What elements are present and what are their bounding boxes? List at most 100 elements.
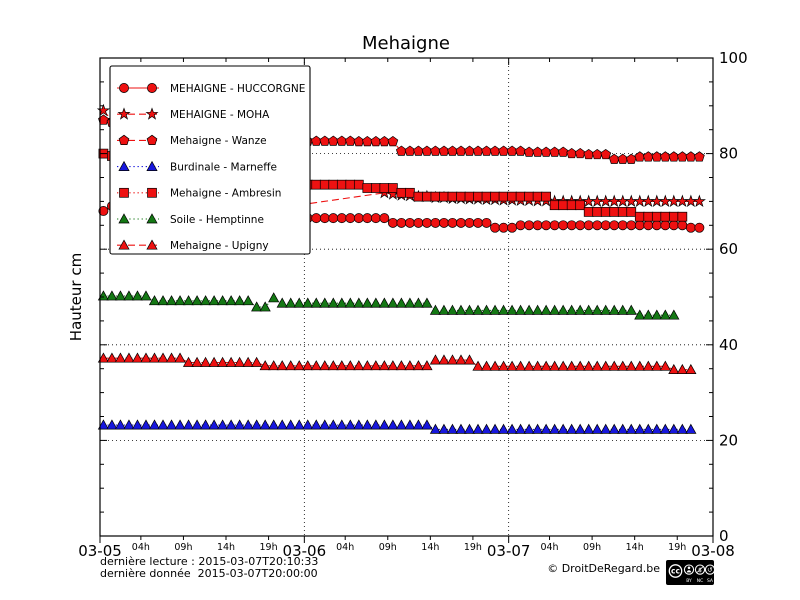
pentagon-marker: [344, 135, 356, 146]
triangle-marker: [157, 419, 169, 430]
svg-text:cc: cc: [671, 567, 680, 576]
triangle-marker: [148, 419, 161, 430]
triangle-marker: [387, 360, 399, 371]
legend-marker-star: [145, 107, 159, 120]
pentagon-marker: [591, 148, 603, 160]
triangle-marker: [157, 295, 169, 306]
square-marker: [558, 200, 569, 211]
triangle-marker: [191, 295, 203, 306]
pentagon-marker: [600, 148, 612, 160]
y-axis-label: Hauteur cm: [67, 253, 85, 341]
triangle-marker: [540, 360, 552, 371]
triangle-marker: [310, 360, 322, 371]
circle-marker: [404, 217, 415, 228]
circle-marker: [541, 220, 552, 231]
square-marker: [319, 179, 330, 190]
triangle-marker: [361, 360, 373, 371]
triangle-marker: [506, 304, 518, 315]
square-marker: [583, 207, 594, 217]
triangle-marker: [429, 354, 442, 365]
cc-sa-icon: ↺ SA: [704, 564, 716, 584]
triangle-marker: [497, 360, 510, 371]
y-tick-label: 40: [719, 336, 738, 354]
triangle-marker: [242, 419, 254, 430]
triangle-marker: [148, 352, 161, 363]
triangle-marker: [97, 419, 110, 430]
square-marker: [651, 211, 662, 222]
data-series: [96, 103, 706, 434]
pentagon-marker: [523, 146, 535, 157]
square-marker: [549, 200, 560, 211]
triangle-marker: [412, 419, 425, 430]
circle-marker: [362, 213, 373, 224]
triangle-marker: [617, 360, 629, 371]
triangle-marker: [463, 423, 476, 434]
triangle-marker: [234, 419, 246, 430]
triangle-marker: [276, 419, 288, 430]
pentagon-marker: [361, 135, 373, 147]
triangle-marker: [540, 423, 552, 434]
triangle-marker: [549, 423, 561, 434]
square-marker: [353, 179, 364, 190]
square-marker: [473, 191, 483, 202]
triangle-marker: [234, 295, 246, 306]
triangle-marker: [472, 304, 484, 315]
triangle-marker: [583, 423, 595, 434]
triangle-marker: [591, 423, 603, 434]
legend-marker-circle: [119, 83, 129, 93]
triangle-marker: [174, 295, 186, 306]
square-marker: [345, 179, 356, 190]
x-tick-label-day: 03-05: [78, 542, 122, 560]
triangle-marker: [404, 419, 416, 430]
square-marker: [464, 191, 475, 202]
triangle-marker: [387, 297, 399, 308]
pentagon-marker: [319, 135, 331, 146]
pentagon-marker: [659, 151, 671, 162]
triangle-marker: [114, 352, 127, 363]
triangle-marker: [642, 360, 654, 371]
pentagon-marker: [642, 151, 654, 162]
triangle-marker: [251, 419, 263, 430]
triangle-marker: [302, 419, 314, 430]
legend-marker-triangle: [146, 239, 158, 250]
triangle-marker: [600, 360, 612, 371]
triangle-marker: [463, 354, 476, 365]
triangle-marker: [583, 304, 595, 315]
triangle-marker: [659, 309, 671, 320]
triangle-marker: [617, 304, 629, 315]
circle-marker: [507, 222, 518, 233]
triangle-marker: [285, 360, 297, 371]
x-tick-label-hour: 19h: [464, 542, 482, 553]
triangle-marker: [625, 423, 637, 434]
star-marker: [641, 194, 655, 207]
triangle-marker: [659, 423, 671, 434]
triangle-marker: [191, 356, 203, 367]
triangle-marker: [404, 360, 416, 371]
triangle-marker: [268, 360, 280, 371]
triangle-marker: [438, 304, 450, 315]
triangle-marker: [676, 363, 688, 375]
triangle-marker: [574, 423, 586, 434]
circle-marker: [319, 213, 330, 224]
triangle-marker: [370, 360, 382, 371]
triangle-marker: [642, 423, 654, 434]
legend-box: [109, 65, 311, 255]
triangle-marker: [251, 301, 263, 312]
triangle-marker: [634, 360, 646, 371]
triangle-marker: [208, 356, 220, 367]
triangle-marker: [242, 295, 254, 306]
triangle-marker: [583, 360, 595, 371]
circle-marker: [524, 220, 535, 231]
pentagon-marker: [464, 145, 475, 156]
triangle-marker: [123, 352, 135, 363]
triangle-marker: [131, 419, 144, 430]
pentagon-marker: [651, 151, 663, 162]
series-soile-hemptinne: [97, 290, 680, 320]
triangle-marker: [395, 297, 407, 308]
circle-marker: [345, 213, 356, 224]
legend-marker-pentagon: [146, 134, 158, 145]
triangle-marker: [455, 423, 467, 434]
triangle-marker: [336, 297, 348, 308]
legend-label: Mehaigne - Upigny: [170, 240, 269, 252]
triangle-marker: [506, 360, 518, 371]
